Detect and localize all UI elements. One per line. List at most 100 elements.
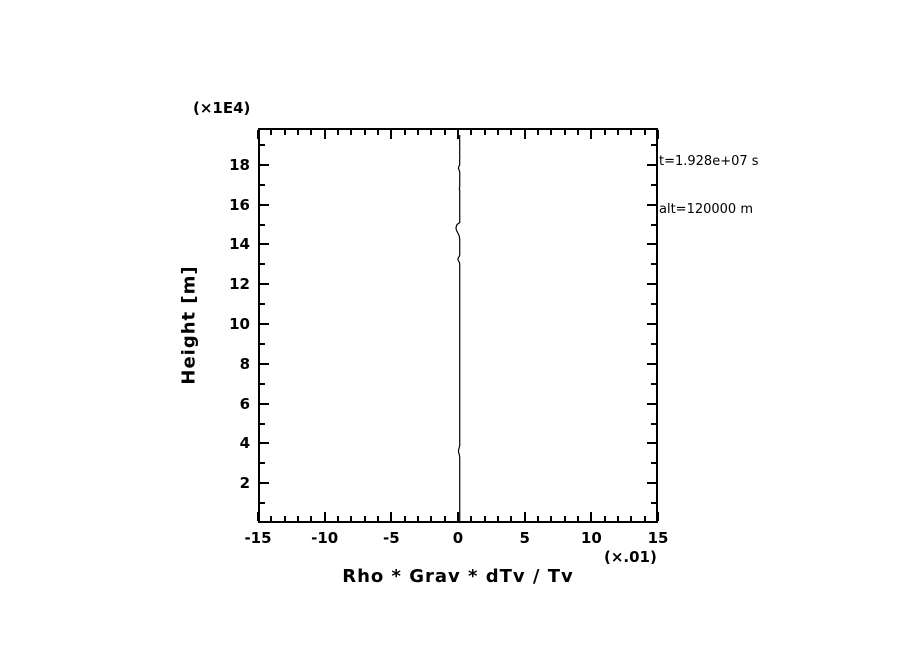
x-minor-tick-top [283,130,286,135]
y-major-tick-right [647,323,656,325]
x-minor-tick-top [577,130,579,135]
x-minor-tick [403,516,406,521]
x-major-tick-top [323,130,326,139]
x-minor-tick-top [377,130,379,135]
x-minor-tick-top [563,130,566,135]
x-major-tick [457,512,459,521]
y-major-tick [260,243,269,246]
y-minor-tick-right [651,143,656,146]
x-major-tick [590,512,593,521]
y-major-tick-right [647,482,656,485]
y-minor-tick-right [651,462,656,465]
plot-frame [258,128,658,524]
x-minor-tick-top [403,130,406,135]
x-minor-tick-top [550,130,553,135]
x-minor-tick-top [443,130,446,135]
x-minor-tick-top [510,130,513,135]
y-major-tick-right [647,283,656,286]
x-major-tick-top [457,130,459,139]
y-axis-multiplier-label: (×1E4) [193,99,251,117]
y-minor-tick-right [651,183,656,186]
x-minor-tick [577,516,579,521]
x-minor-tick [510,516,513,521]
x-minor-tick [537,516,539,521]
y-minor-tick [260,303,265,306]
y-tick-label: 2 [239,474,250,493]
x-minor-tick [630,516,633,521]
y-minor-tick [260,422,265,425]
x-minor-tick [270,516,273,521]
y-minor-tick [260,263,265,266]
x-major-tick-top [657,130,659,139]
x-minor-tick [417,516,419,521]
y-major-tick [260,163,269,166]
y-major-tick-right [647,362,656,365]
y-minor-tick [260,143,265,146]
x-minor-tick-top [417,130,419,135]
x-minor-tick-top [643,130,646,135]
x-tick-label: 15 [647,529,669,547]
x-minor-tick-top [337,130,339,135]
y-major-tick-right [647,203,656,206]
y-major-tick [260,362,269,365]
x-major-tick-top [257,130,259,139]
y-tick-label: 14 [229,235,250,254]
annotation-block: t=1.928e+07 s alt=120000 m [659,122,759,250]
x-tick-label: 10 [580,529,602,547]
x-major-tick [323,512,326,521]
x-minor-tick-top [617,130,619,135]
y-major-tick [260,442,269,445]
y-minor-tick-right [651,263,656,266]
x-minor-tick-top [630,130,633,135]
x-minor-tick [283,516,286,521]
x-tick-label: -15 [244,529,272,547]
x-axis-multiplier-label: (×.01) [604,548,657,566]
x-major-tick-top [390,130,393,139]
y-major-tick-right [647,402,656,405]
y-minor-tick-right [651,422,656,425]
x-minor-tick [310,516,313,521]
x-minor-tick [377,516,379,521]
x-minor-tick-top [470,130,473,135]
y-minor-tick [260,502,265,505]
x-major-tick [523,512,526,521]
y-minor-tick [260,462,265,465]
x-minor-tick [550,516,553,521]
y-axis-title: Height [m] [178,265,200,385]
annotation-time: t=1.928e+07 s [659,154,759,169]
x-minor-tick [603,516,606,521]
x-minor-tick [470,516,473,521]
y-major-tick [260,283,269,286]
annotation-altitude: alt=120000 m [659,202,753,217]
y-minor-tick [260,342,265,345]
x-minor-tick [643,516,646,521]
x-minor-tick [430,516,433,521]
x-major-tick [390,512,393,521]
x-axis-title: Rho * Grav * dTv / Tv [342,566,574,587]
x-minor-tick-top [603,130,606,135]
series-line-rho-grav-dtv-tv [455,134,461,524]
y-minor-tick-right [651,382,656,385]
x-minor-tick-top [497,130,499,135]
y-major-tick [260,482,269,485]
x-tick-label: -5 [382,529,400,547]
y-tick-label: 6 [239,394,250,413]
x-minor-tick [337,516,339,521]
y-tick-label: 8 [239,354,250,373]
x-minor-tick-top [270,130,273,135]
x-minor-tick [497,516,499,521]
y-major-tick-right [647,442,656,445]
x-minor-tick [297,516,299,521]
y-tick-label: 16 [229,195,250,214]
x-minor-tick-top [350,130,353,135]
y-tick-label: 18 [229,155,250,174]
y-major-tick-right [647,163,656,166]
x-major-tick-top [590,130,593,139]
x-minor-tick [617,516,619,521]
y-minor-tick [260,382,265,385]
y-tick-label: 4 [239,434,250,453]
y-minor-tick [260,223,265,226]
x-minor-tick [443,516,446,521]
data-curve-layer [455,134,461,524]
